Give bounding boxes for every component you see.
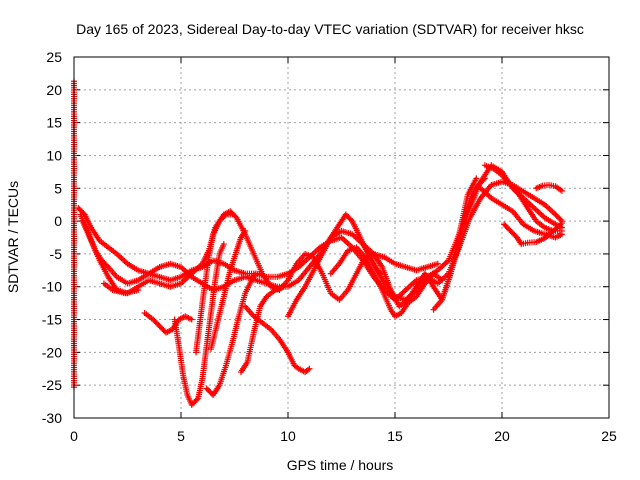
plot-frame xyxy=(73,56,610,419)
data-series xyxy=(237,283,287,376)
y-tick-label: 15 xyxy=(46,115,62,131)
y-tick-label: 10 xyxy=(46,147,62,163)
ticks: 0 5 10 15 20 25 -30 -25 -20 -15 -10 -5 0 5 10 15 20 25 xyxy=(42,49,617,444)
data-series xyxy=(192,211,236,356)
data-point xyxy=(558,227,565,234)
data-series xyxy=(207,227,249,353)
data-point xyxy=(188,316,195,323)
y-tick-label: -20 xyxy=(42,344,62,360)
data-series xyxy=(100,280,142,297)
y-tick-label: -15 xyxy=(42,312,62,328)
data-point xyxy=(377,270,384,277)
data-point xyxy=(481,175,488,182)
data-point xyxy=(480,176,487,183)
x-tick-label: 15 xyxy=(387,428,403,444)
data-series xyxy=(533,181,565,194)
x-tick-label: 5 xyxy=(177,428,185,444)
data-point xyxy=(280,283,287,290)
y-tick-label: 25 xyxy=(46,49,62,65)
data-points xyxy=(71,78,565,408)
data-point xyxy=(80,210,87,217)
x-tick-label: 10 xyxy=(280,428,296,444)
data-point xyxy=(558,187,565,194)
data-point xyxy=(434,260,441,267)
data-point xyxy=(558,220,565,227)
data-series xyxy=(359,241,441,274)
x-axis-label: GPS time / hours xyxy=(287,457,394,473)
data-point xyxy=(220,241,227,248)
y-tick-label: 20 xyxy=(46,82,62,98)
data-series xyxy=(285,211,384,320)
data-series xyxy=(501,220,565,248)
y-tick-label: 0 xyxy=(54,213,62,229)
x-tick-label: 25 xyxy=(601,428,617,444)
chart-title: Day 165 of 2023, Sidereal Day-to-day VTE… xyxy=(76,21,584,37)
data-point xyxy=(306,365,313,372)
data-series xyxy=(203,270,259,399)
data-point xyxy=(242,227,249,234)
data-point xyxy=(193,396,200,403)
data-series xyxy=(327,244,446,320)
y-axis-label: SDTVAR / TECUs xyxy=(5,181,21,293)
data-point xyxy=(347,216,354,223)
y-tick-label: -25 xyxy=(42,377,62,393)
data-point xyxy=(221,212,228,219)
data-point xyxy=(439,277,446,284)
data-point xyxy=(229,211,236,218)
y-tick-label: -30 xyxy=(42,410,62,426)
data-series xyxy=(171,241,227,408)
x-tick-label: 20 xyxy=(494,428,510,444)
data-series xyxy=(141,309,195,336)
y-tick-label: -10 xyxy=(42,279,62,295)
data-series xyxy=(430,175,488,313)
y-tick-label: 5 xyxy=(54,180,62,196)
y-tick-label: -5 xyxy=(50,246,63,262)
data-point xyxy=(473,175,480,182)
data-point xyxy=(252,270,259,277)
data-point xyxy=(135,287,142,294)
data-series xyxy=(242,303,313,376)
x-tick-label: 0 xyxy=(70,428,78,444)
